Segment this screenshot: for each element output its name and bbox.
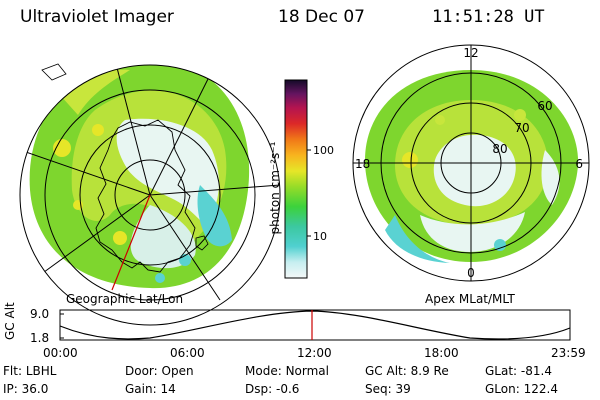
door-label: Door: [125, 364, 158, 378]
dsp-label: Dsp: [245, 382, 273, 396]
seq-field: Seq: 39 [365, 382, 411, 396]
altitude-tick-label: 1.8 [30, 331, 50, 345]
observation-time: 11:51:28 UT [432, 7, 545, 27]
glat-label: GLat: [485, 364, 518, 378]
altitude-axis-title: GC Alt [3, 302, 17, 340]
glat-value: -81.4 [520, 364, 552, 378]
glon-value: 122.4 [523, 382, 558, 396]
gain-field: Gain: 14 [125, 382, 176, 396]
time-tick-label: 18:00 [424, 346, 459, 360]
seq-value: 39 [395, 382, 411, 396]
colorbar-unit-label: photon cm⁻²s⁻¹ [268, 141, 282, 234]
glon-label: GLon: [485, 382, 520, 396]
altitude-curve [59, 310, 571, 340]
ip-label: IP: [3, 382, 18, 396]
island-outline [195, 235, 209, 251]
mlt-label-6: 6 [575, 157, 583, 171]
apex-panel: 12 18 6 0 60 70 80 [352, 44, 590, 282]
dsp-value: -0.6 [275, 382, 300, 396]
time-tick-label: 06:00 [170, 346, 205, 360]
colorbar-tick-label: 10 [313, 230, 327, 243]
filter-value: LBHL [25, 364, 57, 378]
mode-field: Mode: Normal [245, 364, 329, 378]
island-outline [41, 63, 67, 81]
door-field: Door: Open [125, 364, 194, 378]
gc-alt-label: GC Alt: [365, 364, 407, 378]
ip-value: 36.0 [21, 382, 49, 396]
mlt-label-12: 12 [463, 46, 478, 60]
gc-alt-value: 8.9 Re [410, 364, 449, 378]
mlat-label-70: 70 [514, 121, 529, 135]
apex-caption: Apex MLat/MLT [425, 292, 515, 306]
colorbar: 100 10 photon cm⁻²s⁻¹ [268, 79, 334, 279]
time-tick-label: 23:59 [551, 346, 586, 360]
door-value: Open [161, 364, 194, 378]
glon-field: GLon: 122.4 [485, 382, 558, 396]
geo-sun-direction-line [111, 194, 151, 291]
colorbar-tick-label: 100 [313, 144, 334, 157]
altitude-tick-label: 9.0 [30, 307, 50, 321]
dsp-field: Dsp: -0.6 [245, 382, 299, 396]
gc-alt-field: GC Alt: 8.9 Re [365, 364, 449, 378]
gain-label: Gain: [125, 382, 157, 396]
instrument-title: Ultraviolet Imager [20, 7, 174, 27]
time-tick-label: 00:00 [43, 346, 78, 360]
altitude-plot-frame [59, 309, 571, 341]
geo-frame [19, 64, 281, 326]
seq-label: Seq: [365, 382, 392, 396]
glat-field: GLat: -81.4 [485, 364, 552, 378]
filter-label: Flt: [3, 364, 22, 378]
altitude-strip [59, 309, 571, 341]
apex-mlt-grid [353, 45, 589, 281]
geographic-caption: Geographic Lat/Lon [66, 292, 184, 306]
mlt-label-18: 18 [355, 157, 370, 171]
ip-field: IP: 36.0 [3, 382, 48, 396]
mlat-label-60: 60 [537, 99, 552, 113]
gain-value: 14 [160, 382, 176, 396]
continent-outline [95, 119, 196, 273]
mode-label: Mode: [245, 364, 282, 378]
geographic-panel [19, 63, 281, 326]
mode-value: Normal [285, 364, 329, 378]
observation-date: 18 Dec 07 [278, 7, 365, 27]
geo-latitude-grid [20, 65, 280, 325]
mlat-label-80: 80 [492, 142, 507, 156]
time-tick-label: 12:00 [297, 346, 332, 360]
mlt-label-0: 0 [467, 266, 475, 280]
filter-field: Flt: LBHL [3, 364, 56, 378]
